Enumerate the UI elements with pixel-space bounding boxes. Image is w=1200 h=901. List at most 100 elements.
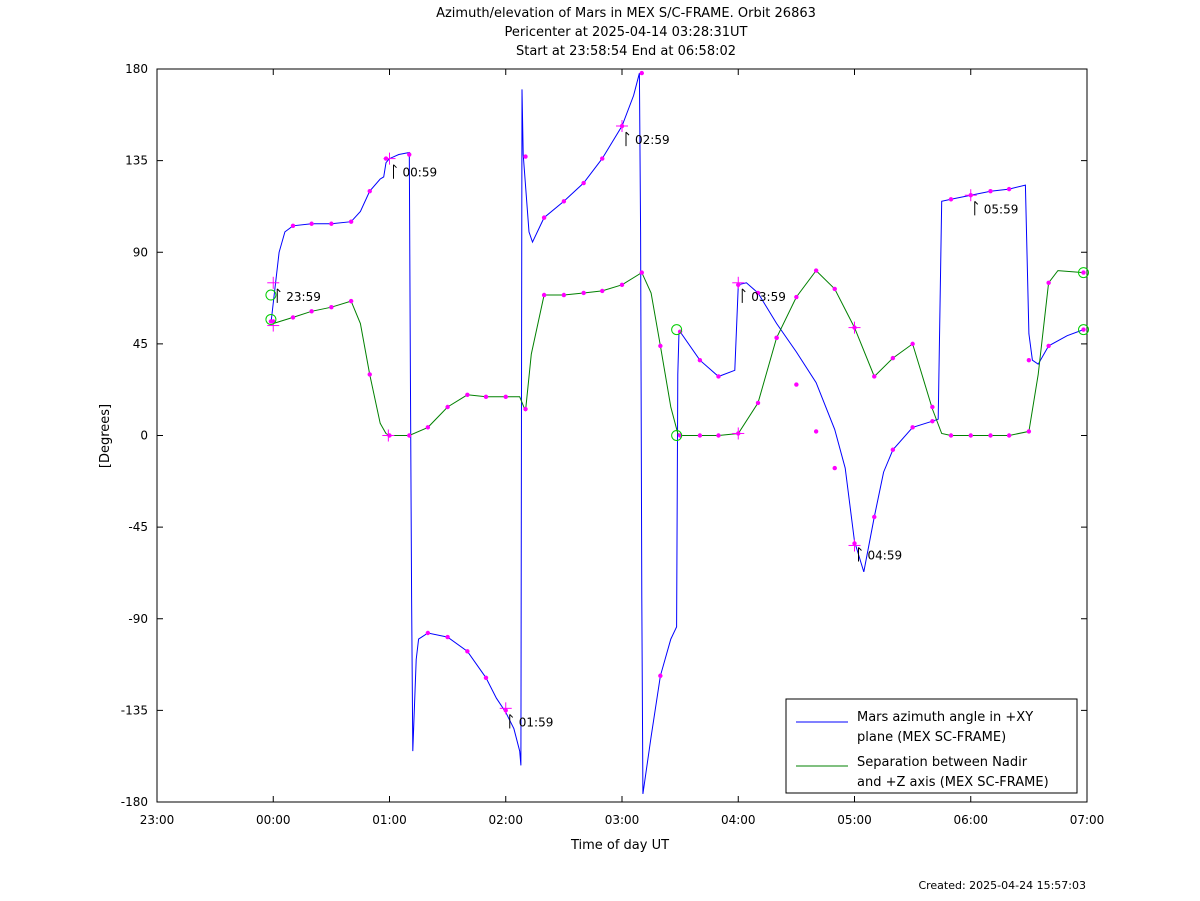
y-tick-label: -90	[128, 612, 148, 626]
data-point-marker	[619, 282, 625, 288]
y-tick-label: 45	[133, 337, 148, 351]
data-point-marker	[639, 270, 644, 275]
data-point-marker	[329, 221, 334, 226]
time-annotation-label: 02:59	[635, 133, 670, 147]
data-point-marker	[988, 188, 993, 194]
data-point-marker	[1046, 343, 1051, 349]
data-point-marker	[348, 298, 354, 304]
data-point-marker	[483, 394, 489, 400]
hour-cross-marker	[382, 429, 395, 442]
x-tick-label: 06:00	[953, 813, 988, 827]
endpoint-circle-marker	[1078, 267, 1090, 279]
legend-box	[785, 698, 1078, 794]
time-annotation: 01:59	[509, 714, 554, 729]
data-point-marker	[367, 372, 372, 377]
data-point-marker	[581, 180, 586, 186]
hour-cross-marker	[964, 189, 977, 202]
y-tick-label: 90	[133, 245, 148, 259]
data-point-marker	[425, 425, 431, 430]
endpoint-circle-marker	[671, 324, 683, 336]
legend: Mars azimuth angle in +XY plane (MEX SC-…	[785, 698, 1078, 794]
chart-title: Azimuth/elevation of Mars in MEX S/C-FRA…	[436, 6, 816, 59]
data-point-marker	[367, 188, 372, 194]
y-tick-label: 180	[125, 62, 148, 76]
created-timestamp: Created: 2025-04-24 15:57:03	[918, 879, 1086, 892]
data-point-marker	[541, 292, 547, 298]
endpoint-circle-marker	[671, 430, 683, 441]
time-annotation: 03:59	[741, 288, 786, 304]
hour-cross-marker	[267, 319, 280, 332]
data-point-marker	[1046, 280, 1051, 285]
data-point-marker	[600, 156, 605, 161]
title-line-2: Pericenter at 2025-04-14 03:28:31UT	[504, 25, 747, 40]
series-markers	[268, 70, 1086, 713]
x-tick-label: 05:00	[837, 813, 872, 827]
endpoint-circle-marker	[265, 289, 277, 301]
time-annotation-label: 03:59	[751, 290, 786, 304]
series-lines	[270, 72, 1084, 794]
data-point-marker	[541, 215, 547, 220]
time-annotation: 00:59	[393, 164, 437, 180]
hour-cross-marker	[848, 539, 861, 552]
hour-cross-marker	[616, 120, 628, 133]
legend-label-separation-line-2: and +Z axis (MEX SC-FRAME)	[857, 775, 1049, 790]
x-tick-label: 00:00	[256, 813, 291, 827]
data-point-marker	[794, 382, 799, 387]
data-point-marker	[872, 514, 877, 520]
data-point-marker	[309, 309, 314, 314]
data-point-marker	[483, 675, 489, 680]
data-point-marker	[658, 343, 663, 349]
data-point-marker	[988, 433, 993, 438]
data-point-marker	[523, 406, 528, 412]
data-point-marker	[561, 292, 567, 298]
data-point-marker	[832, 465, 837, 471]
data-point-marker	[445, 404, 450, 410]
data-point-marker	[445, 634, 450, 640]
y-axis-ticks: 180 135 90 45 0 -45 -90 -135 -180	[121, 62, 1087, 809]
time-annotations: 23:59 00:59 01:59 02:59 03:59 04:59 05:59	[276, 131, 1019, 729]
data-point-marker	[697, 433, 703, 438]
data-point-marker	[813, 429, 819, 434]
data-point-marker	[716, 433, 721, 438]
data-point-marker	[1081, 270, 1086, 275]
data-point-marker	[1006, 433, 1012, 438]
data-point-marker	[1006, 186, 1012, 192]
y-axis-label: [Degrees]	[98, 404, 113, 468]
time-annotation: 02:59	[625, 131, 670, 147]
data-point-marker	[813, 268, 819, 273]
time-annotation-label: 01:59	[519, 715, 554, 729]
series-line-0	[270, 72, 1084, 794]
x-tick-label: 01:00	[372, 813, 407, 827]
cross-markers	[267, 120, 977, 715]
data-point-marker	[794, 294, 799, 300]
data-point-marker	[523, 154, 528, 159]
hour-cross-marker	[732, 427, 745, 440]
data-point-marker	[890, 447, 896, 452]
data-point-marker	[755, 400, 761, 406]
y-tick-label: -135	[121, 703, 148, 717]
plot-area-frame	[156, 68, 1088, 803]
x-tick-label: 23:00	[140, 813, 175, 827]
y-tick-label: 135	[125, 154, 148, 168]
title-line-3: Start at 23:58:54 End at 06:58:02	[516, 44, 736, 59]
data-point-marker	[561, 199, 567, 204]
endpoint-circle-marker	[265, 313, 277, 325]
y-tick-label: 0	[140, 429, 148, 443]
data-point-marker	[930, 419, 935, 424]
hour-cross-marker	[267, 276, 280, 289]
legend-label-separation-line-1: Separation between Nadir	[857, 755, 1028, 770]
x-tick-label: 07:00	[1070, 813, 1105, 827]
data-point-marker	[872, 374, 877, 379]
data-point-marker	[1026, 357, 1032, 363]
x-tick-label: 02:00	[488, 813, 523, 827]
x-axis-label: Time of day UT	[570, 838, 669, 853]
data-point-marker	[774, 335, 779, 340]
data-point-marker	[832, 286, 837, 292]
data-point-marker	[407, 152, 412, 157]
time-annotation: 05:59	[974, 200, 1019, 216]
data-point-marker	[465, 649, 470, 654]
y-tick-label: -45	[128, 520, 148, 534]
data-point-marker	[309, 221, 314, 226]
time-annotation-label: 05:59	[984, 202, 1019, 216]
